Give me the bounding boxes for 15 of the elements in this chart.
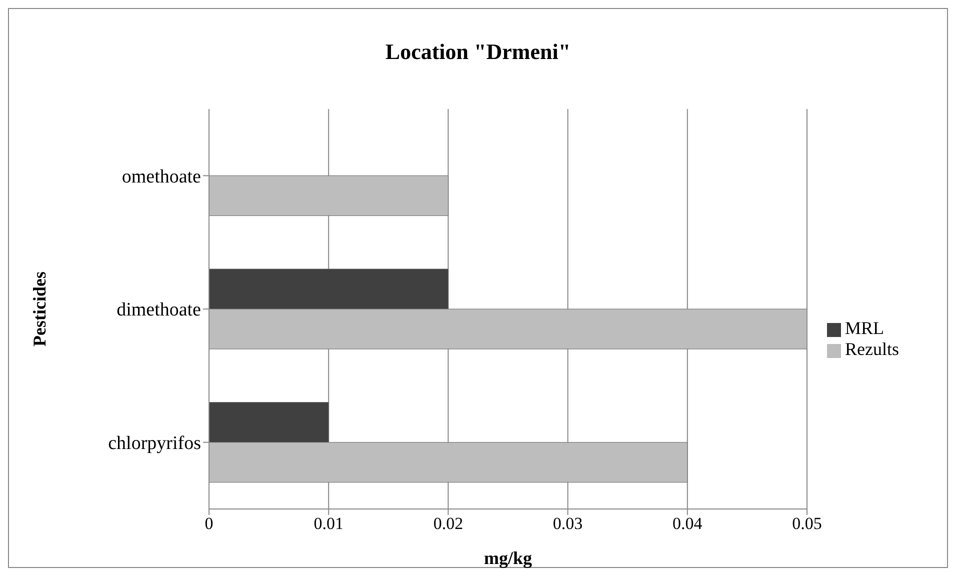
legend-label: Rezults — [845, 339, 899, 359]
x-axis-title: mg/kg — [484, 548, 532, 568]
x-tick-label: 0.03 — [552, 514, 583, 534]
legend-label: MRL — [845, 318, 884, 338]
x-tick-label: 0 — [204, 514, 214, 534]
x-tick-label: 0.05 — [792, 514, 822, 534]
bar — [209, 175, 448, 216]
x-tick-label: 0.04 — [672, 514, 703, 534]
x-tick-label: 0.02 — [433, 514, 464, 534]
y-tick-label: omethoate — [122, 166, 201, 188]
y-tick-label: dimethoate — [116, 300, 201, 321]
y-tick-label: chlorpyrifos — [108, 433, 201, 454]
chart-title: Location "Drmeni" — [384, 38, 572, 66]
y-axis-title: Pesticides — [29, 272, 50, 346]
x-tick-label: 0.01 — [314, 514, 344, 534]
